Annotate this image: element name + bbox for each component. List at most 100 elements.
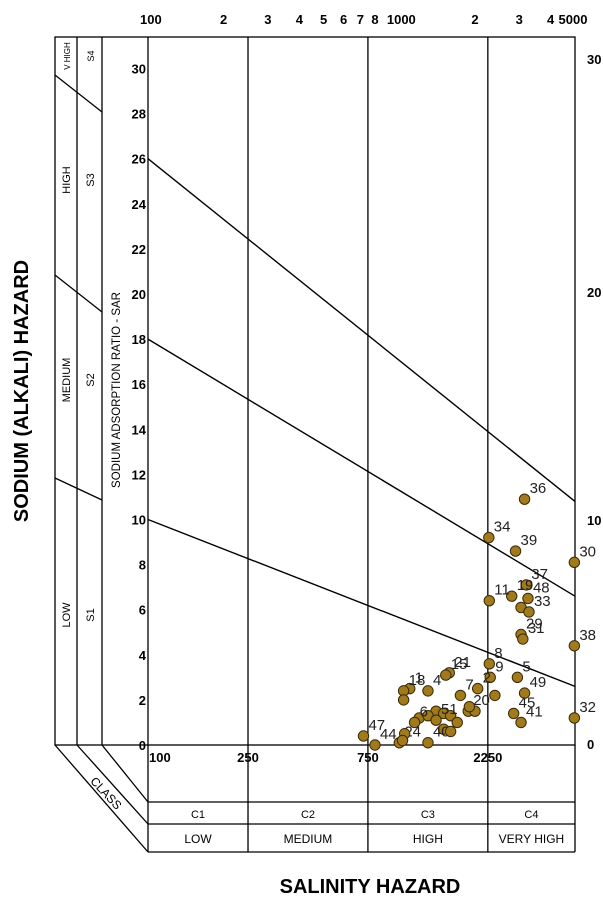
salinity-class-code: C3 xyxy=(421,809,435,821)
sample-point-label: 40 xyxy=(433,724,450,741)
right-tick-label: 0 xyxy=(587,737,594,752)
sample-point xyxy=(483,594,495,607)
outer-border xyxy=(54,36,576,746)
top-tick-label: 5 xyxy=(320,12,327,27)
sample-point xyxy=(568,640,581,652)
left-tick-label: 4 xyxy=(139,648,147,663)
left-tick-label: 10 xyxy=(132,513,146,528)
sample-point xyxy=(517,633,529,645)
sample-point xyxy=(518,493,531,505)
left-tick-label: 16 xyxy=(132,377,146,392)
sodium-class-labels: LOW S1 MEDIUM S2 HIGH S3 V HIGH S4 xyxy=(61,42,97,628)
top-tick-label: 1000 xyxy=(387,12,416,27)
sample-point-label: 39 xyxy=(521,532,538,549)
sample-point xyxy=(506,590,518,602)
sodium-class-code: S4 xyxy=(86,50,96,61)
sodium-boundary-line-1 xyxy=(147,158,576,503)
sample-point xyxy=(422,685,434,697)
salinity-class-code: C1 xyxy=(191,809,205,821)
sample-point-label: 5 xyxy=(522,658,530,675)
salinity-class-name: HIGH xyxy=(413,832,443,846)
sample-point-label: 48 xyxy=(533,579,550,596)
sample-point-label: 15 xyxy=(451,656,468,673)
sample-point xyxy=(522,592,534,605)
sodium-class-name: V HIGH xyxy=(63,42,72,70)
right-tick-label: 10 xyxy=(587,513,601,528)
s2-s1-strip-boundary xyxy=(54,477,103,501)
top-tick-label: 7 xyxy=(357,12,364,27)
top-tick-label: 2 xyxy=(471,12,478,27)
sample-point-label: 30 xyxy=(579,543,596,560)
sample-point xyxy=(397,694,410,706)
right-tick-label: 20 xyxy=(587,285,601,300)
sample-point xyxy=(408,716,421,729)
sample-point xyxy=(471,682,484,695)
sample-point-label: 29 xyxy=(526,616,543,633)
sample-point-label: 6 xyxy=(420,703,428,720)
left-tick-label: 8 xyxy=(139,558,146,573)
top-tick-label: 100 xyxy=(140,12,162,27)
sample-point-label: 19 xyxy=(517,577,534,594)
y-axis-title: SODIUM (ALKALI) HAZARD xyxy=(11,260,33,522)
sample-point xyxy=(518,687,531,699)
sample-point xyxy=(451,716,463,729)
sample-point xyxy=(509,545,522,557)
top-tick-label: 4 xyxy=(296,12,304,27)
sample-point-label: 51 xyxy=(441,701,458,718)
salinity-class-dividers xyxy=(247,37,489,852)
bottom-tick-label: 250 xyxy=(237,750,259,765)
sample-point-label: 41 xyxy=(526,703,543,720)
sample-point-label: 45 xyxy=(519,694,536,711)
left-tick-label: 2 xyxy=(139,693,146,708)
x-axis-title: SALINITY HAZARD xyxy=(280,876,461,897)
sodium-class-name: HIGH xyxy=(61,166,73,194)
top-tick-label: 6 xyxy=(340,12,347,27)
sample-point xyxy=(454,689,467,702)
sample-point-label: 18 xyxy=(409,672,426,689)
sample-point xyxy=(440,669,452,681)
sample-point-label: 8 xyxy=(494,645,502,662)
bottom-axis-ticks: 100 250 750 2250 xyxy=(149,750,502,765)
sodium-class-name: MEDIUM xyxy=(61,358,73,403)
left-tick-label: 14 xyxy=(132,422,147,437)
sample-point-label: 47 xyxy=(368,717,385,734)
sample-point xyxy=(483,658,495,670)
sample-point xyxy=(430,714,442,726)
right-tick-label: 30 xyxy=(587,52,601,67)
sample-point-label: 20 xyxy=(473,692,490,709)
sample-point-label: 21 xyxy=(454,654,471,671)
salinity-class-code: C4 xyxy=(524,809,538,821)
sample-point xyxy=(515,716,527,729)
class-diagonal-outer xyxy=(54,744,149,853)
class-diagonal-inner xyxy=(101,744,149,803)
salinity-class-name: MEDIUM xyxy=(284,832,333,846)
sample-point xyxy=(568,556,581,569)
sample-point-label: 31 xyxy=(528,620,545,637)
bottom-tick-label: 100 xyxy=(149,750,171,765)
sample-point xyxy=(444,709,457,722)
sample-point-label: 9 xyxy=(495,658,503,675)
bottom-tick-label: 750 xyxy=(357,750,379,765)
sample-point xyxy=(484,671,496,684)
s3-s2-strip-boundary xyxy=(54,274,103,313)
top-tick-label: 4 xyxy=(547,12,555,27)
left-tick-label: 26 xyxy=(132,152,146,167)
left-tick-label: 20 xyxy=(132,287,146,302)
inner-y-axis-title: SODIUM ADSORPTION RATIO - SAR xyxy=(111,292,123,488)
bottom-tick-label: 2250 xyxy=(473,750,502,765)
sample-point-label: 11 xyxy=(494,582,510,599)
sample-point xyxy=(507,707,520,720)
sample-point-label: 49 xyxy=(530,674,547,691)
left-tick-label: 0 xyxy=(139,738,146,753)
diagram-frame xyxy=(54,36,576,853)
sample-point-label: 36 xyxy=(530,480,547,497)
sodium-boundary-line-2 xyxy=(147,338,576,597)
left-tick-label: 18 xyxy=(132,332,146,347)
sample-point-label: 2 xyxy=(483,670,491,687)
left-tick-label: 30 xyxy=(132,62,146,77)
top-tick-label: 5000 xyxy=(559,12,588,27)
s4-s3-strip-boundary xyxy=(54,74,103,113)
